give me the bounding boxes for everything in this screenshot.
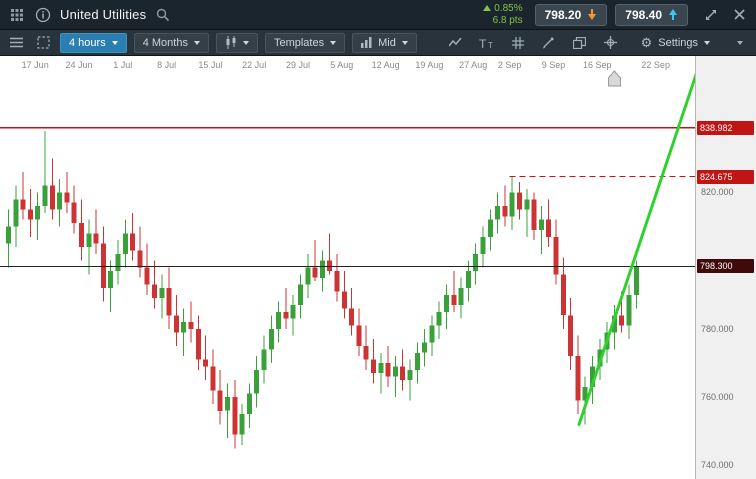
price-type-dropdown[interactable]: Mid <box>352 32 417 53</box>
change-points: 6.8 pts <box>492 14 523 26</box>
buy-arrow-up-icon <box>669 9 677 20</box>
svg-text:27 Aug: 27 Aug <box>459 60 487 70</box>
price-type-value: Mid <box>378 36 396 49</box>
chart-menu-icon[interactable] <box>6 33 26 53</box>
up-triangle-icon <box>483 5 492 11</box>
svg-text:22 Sep: 22 Sep <box>641 60 670 70</box>
axis-tick-label: 780.000 <box>701 323 734 334</box>
buy-price: 798.40 <box>625 7 662 22</box>
apps-grid-icon[interactable] <box>8 6 26 24</box>
close-icon[interactable] <box>730 6 748 24</box>
search-icon[interactable] <box>154 6 172 24</box>
draw-tools-icon[interactable] <box>539 33 559 53</box>
svg-text:17 Jun: 17 Jun <box>22 60 49 70</box>
sell-price-button[interactable]: 798.20 <box>534 3 608 26</box>
range-dropdown[interactable]: 4 Months <box>133 32 209 53</box>
grid-icon[interactable] <box>508 33 528 53</box>
svg-text:16 Sep: 16 Sep <box>583 60 612 70</box>
svg-text:2 Sep: 2 Sep <box>498 60 522 70</box>
chart-type-dropdown[interactable] <box>215 32 258 53</box>
crosshair-icon[interactable] <box>601 33 621 53</box>
svg-text:12 Aug: 12 Aug <box>372 60 400 70</box>
price-line-badge: 838.982 <box>697 120 754 135</box>
svg-text:5 Aug: 5 Aug <box>330 60 353 70</box>
svg-text:1 Jul: 1 Jul <box>113 60 132 70</box>
templates-dropdown[interactable]: Templates <box>264 32 346 53</box>
price-line-badge: 824.675 <box>697 169 754 184</box>
candlestick-icon <box>226 36 236 49</box>
axis-tick-label: 740.000 <box>701 460 734 471</box>
change-percent: 0.85% <box>494 3 523 14</box>
indicators-icon[interactable] <box>446 33 466 53</box>
timeframe-dropdown[interactable]: 4 hours <box>60 32 127 53</box>
instrument-title: United Utilities <box>60 7 147 22</box>
axis-tick-label: 820.000 <box>701 187 734 198</box>
svg-text:T: T <box>488 41 493 49</box>
svg-text:15 Jul: 15 Jul <box>198 60 222 70</box>
templates-label: Templates <box>273 36 325 49</box>
price-line-badge: 798.300 <box>697 259 754 274</box>
chart-region: 17 Jun 24 Jun 1 Jul 8 Jul 15 Jul 22 Jul 29 Jul… <box>0 56 756 479</box>
svg-text:8 Jul: 8 Jul <box>157 60 176 70</box>
price-change: 0.85% 6.8 pts <box>483 3 523 26</box>
timeframe-value: 4 hours <box>69 36 106 49</box>
svg-text:22 Jul: 22 Jul <box>242 60 266 70</box>
svg-text:29 Jul: 29 Jul <box>286 60 310 70</box>
svg-text:19 Aug: 19 Aug <box>415 60 443 70</box>
settings-label: Settings <box>658 36 698 49</box>
svg-text:24 Jun: 24 Jun <box>65 60 92 70</box>
svg-text:9 Sep: 9 Sep <box>542 60 566 70</box>
bars-icon <box>361 37 372 48</box>
annotation-arrow-marker <box>607 70 621 87</box>
info-icon[interactable] <box>34 6 52 24</box>
chart-canvas[interactable]: 17 Jun 24 Jun 1 Jul 8 Jul 15 Jul 22 Jul 29 Jul… <box>0 56 695 479</box>
titlebar: United Utilities 0.85% 6.8 pts 798.20 79… <box>0 0 756 30</box>
windows-icon[interactable] <box>570 33 590 53</box>
toolbar-collapse-button[interactable] <box>730 33 750 53</box>
price-axis[interactable]: 820.000 780.000 760.000 740.000 838.982 824.6… <box>695 56 756 479</box>
expand-icon[interactable] <box>702 6 720 24</box>
range-value: 4 Months <box>142 36 188 49</box>
buy-price-button[interactable]: 798.40 <box>615 3 688 26</box>
sell-price: 798.20 <box>544 7 582 22</box>
svg-text:T: T <box>479 37 487 49</box>
axis-tick-label: 760.000 <box>701 392 734 403</box>
sell-arrow-down-icon <box>588 9 597 20</box>
gear-icon: ⚙ <box>640 34 653 50</box>
settings-dropdown[interactable]: ⚙ Settings <box>632 33 719 53</box>
layout-icon[interactable] <box>33 33 53 53</box>
